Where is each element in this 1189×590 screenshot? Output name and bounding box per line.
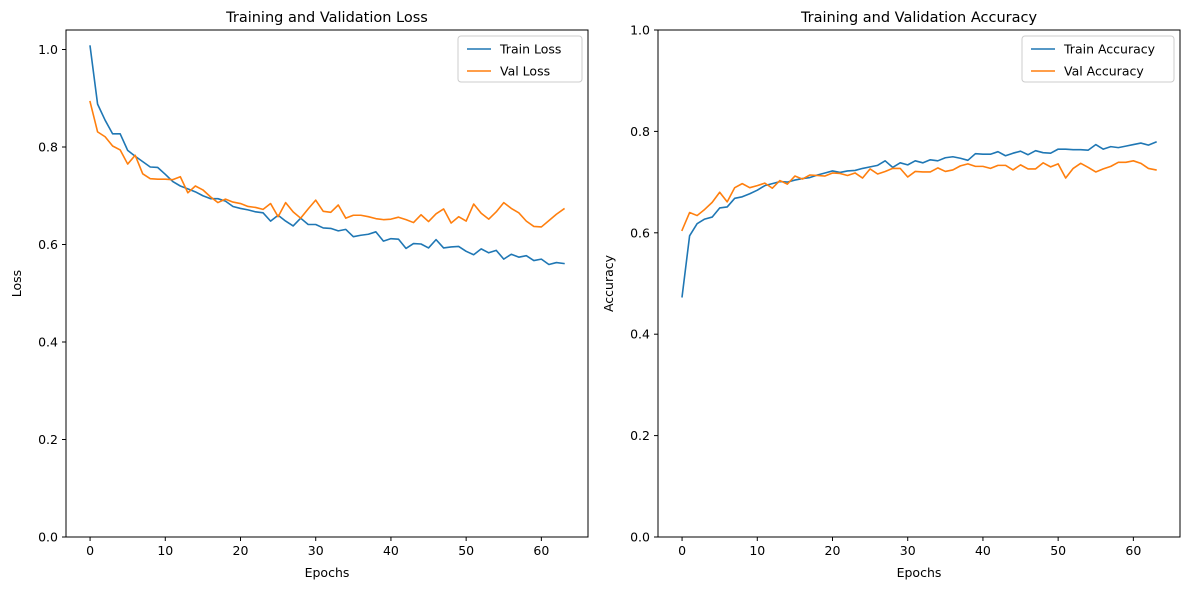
y-tick-label: 0.6 — [630, 225, 650, 240]
x-tick-label: 60 — [1125, 543, 1141, 558]
legend-label: Val Accuracy — [1064, 64, 1144, 79]
series-line-val-accuracy — [681, 160, 1157, 232]
y-tick-label: 0.0 — [630, 530, 650, 545]
accuracy-chart: 0 10 20 30 40 50 60 0.0 0.2 0.4 0.6 0.8 1.0 Training … — [601, 10, 1181, 580]
legend-box — [1021, 35, 1175, 83]
y-tick-label: 0.2 — [630, 428, 650, 443]
y-axis-label: Accuracy — [601, 254, 616, 312]
y-tick-label: 0.4 — [38, 335, 58, 350]
x-tick-label: 10 — [749, 543, 765, 558]
legend-label: Val Loss — [500, 64, 550, 79]
x-axis-label: Epochs — [305, 565, 350, 580]
x-tick-label: 0 — [86, 543, 94, 558]
y-tick-label: 1.0 — [630, 23, 650, 38]
y-tick-label: 0.2 — [38, 432, 58, 447]
x-tick-label: 0 — [678, 543, 686, 558]
x-tick-label: 30 — [900, 543, 916, 558]
legend: Train Accuracy Val Accuracy — [1021, 35, 1175, 83]
y-axis-label: Loss — [9, 270, 24, 297]
legend-label: Train Loss — [499, 42, 561, 57]
y-tick-label: 0.0 — [38, 530, 58, 545]
y-tick-label: 0.6 — [38, 237, 58, 252]
plot-area-frame — [65, 29, 589, 538]
x-tick-label: 30 — [308, 543, 324, 558]
loss-chart: 0 10 20 30 40 50 60 0.0 0.2 0.4 0.6 0.8 1.0 Training … — [9, 10, 589, 580]
x-axis-label: Epochs — [897, 565, 942, 580]
x-tick-label: 60 — [533, 543, 549, 558]
y-tick-label: 0.8 — [38, 140, 58, 155]
legend-label: Train Accuracy — [1063, 42, 1156, 57]
x-tick-label: 10 — [157, 543, 173, 558]
y-tick-label: 1.0 — [38, 42, 58, 57]
series-line-val-loss — [89, 100, 566, 228]
x-tick-label: 50 — [1050, 543, 1066, 558]
legend: Train Loss Val Loss — [457, 35, 583, 83]
series-line-train-accuracy — [681, 141, 1157, 298]
chart-title: Training and Validation Accuracy — [800, 10, 1038, 26]
series-line-train-loss — [89, 45, 565, 266]
y-tick-label: 0.4 — [630, 327, 650, 342]
x-tick-label: 40 — [975, 543, 991, 558]
y-tick-label: 0.8 — [630, 124, 650, 139]
x-tick-label: 50 — [458, 543, 474, 558]
x-tick-label: 20 — [233, 543, 249, 558]
chart-title: Training and Validation Loss — [225, 10, 428, 26]
plot-area-frame — [657, 29, 1181, 538]
x-tick-label: 40 — [383, 543, 399, 558]
x-tick-label: 20 — [825, 543, 841, 558]
